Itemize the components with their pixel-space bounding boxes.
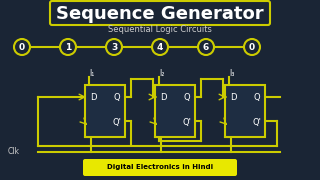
Text: Clk: Clk bbox=[8, 147, 20, 156]
Text: I₂: I₂ bbox=[159, 69, 164, 78]
Text: Q': Q' bbox=[183, 118, 191, 127]
FancyBboxPatch shape bbox=[155, 85, 195, 137]
Circle shape bbox=[14, 39, 30, 55]
FancyBboxPatch shape bbox=[225, 85, 265, 137]
Text: Sequence Generator: Sequence Generator bbox=[56, 5, 264, 23]
Text: Q: Q bbox=[184, 93, 190, 102]
Circle shape bbox=[198, 39, 214, 55]
Text: Q: Q bbox=[114, 93, 120, 102]
Text: 4: 4 bbox=[157, 42, 163, 51]
Text: 0: 0 bbox=[249, 42, 255, 51]
Text: Q': Q' bbox=[252, 118, 261, 127]
Text: Sequential Logic Circuits: Sequential Logic Circuits bbox=[108, 24, 212, 33]
FancyBboxPatch shape bbox=[85, 85, 125, 137]
Text: I₁: I₁ bbox=[89, 69, 94, 78]
FancyBboxPatch shape bbox=[83, 159, 237, 176]
Text: Q: Q bbox=[254, 93, 260, 102]
Text: Digital Electronics in Hindi: Digital Electronics in Hindi bbox=[107, 165, 213, 170]
Text: D: D bbox=[160, 93, 166, 102]
Circle shape bbox=[244, 39, 260, 55]
Text: D: D bbox=[90, 93, 96, 102]
Text: 1: 1 bbox=[65, 42, 71, 51]
Text: D: D bbox=[230, 93, 236, 102]
Circle shape bbox=[152, 39, 168, 55]
Text: Q': Q' bbox=[113, 118, 121, 127]
Circle shape bbox=[60, 39, 76, 55]
Circle shape bbox=[106, 39, 122, 55]
Text: 6: 6 bbox=[203, 42, 209, 51]
Text: 0: 0 bbox=[19, 42, 25, 51]
Text: 3: 3 bbox=[111, 42, 117, 51]
Text: I₃: I₃ bbox=[229, 69, 234, 78]
FancyBboxPatch shape bbox=[50, 1, 270, 25]
